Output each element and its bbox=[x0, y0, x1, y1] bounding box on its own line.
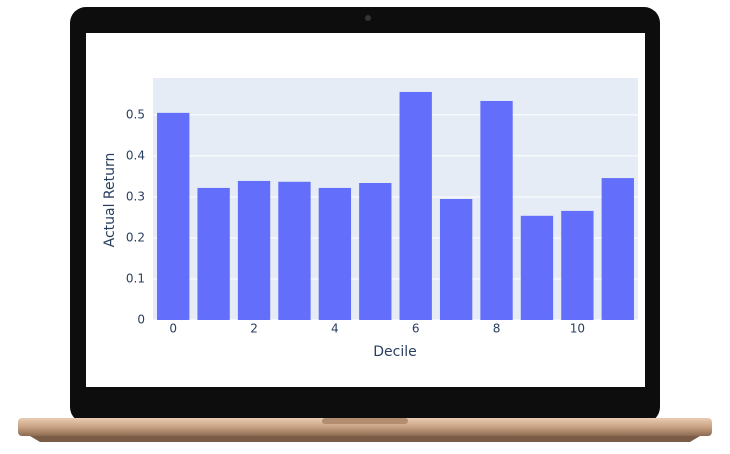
bar bbox=[561, 210, 594, 320]
bar bbox=[157, 112, 190, 320]
y-tick-label: 0.1 bbox=[126, 271, 145, 285]
x-tick-label: 2 bbox=[250, 322, 258, 336]
x-axis-title: Decile bbox=[373, 344, 416, 360]
y-tick-label: 0.4 bbox=[126, 148, 145, 162]
y-tick-label: 0 bbox=[137, 313, 145, 327]
camera bbox=[365, 15, 371, 21]
bar bbox=[480, 100, 513, 321]
base-shadow bbox=[30, 436, 700, 442]
x-tick-label: 10 bbox=[570, 322, 585, 336]
x-tick-label: 8 bbox=[493, 322, 501, 336]
y-axis-title: Actual Return bbox=[102, 153, 118, 248]
laptop-base bbox=[18, 418, 712, 436]
y-tick-label: 0.3 bbox=[126, 189, 145, 203]
chart: 0 0.1 0.2 0.3 0.4 0.5 0 2 4 6 8 10 bbox=[126, 91, 638, 336]
plot-area bbox=[153, 78, 638, 320]
bar bbox=[278, 181, 311, 320]
bar bbox=[601, 178, 634, 320]
x-tick-label: 4 bbox=[331, 322, 339, 336]
bar bbox=[520, 215, 554, 320]
bar bbox=[359, 183, 392, 320]
y-tick-label: 0.5 bbox=[126, 107, 145, 121]
bar bbox=[237, 180, 271, 320]
y-tick-label: 0.2 bbox=[126, 230, 145, 244]
x-tick-label: 6 bbox=[412, 322, 420, 336]
notch bbox=[322, 418, 408, 424]
bar bbox=[197, 187, 230, 320]
x-tick-label: 0 bbox=[169, 322, 177, 336]
bar bbox=[318, 187, 352, 320]
bar bbox=[399, 91, 432, 320]
bar bbox=[439, 199, 473, 320]
